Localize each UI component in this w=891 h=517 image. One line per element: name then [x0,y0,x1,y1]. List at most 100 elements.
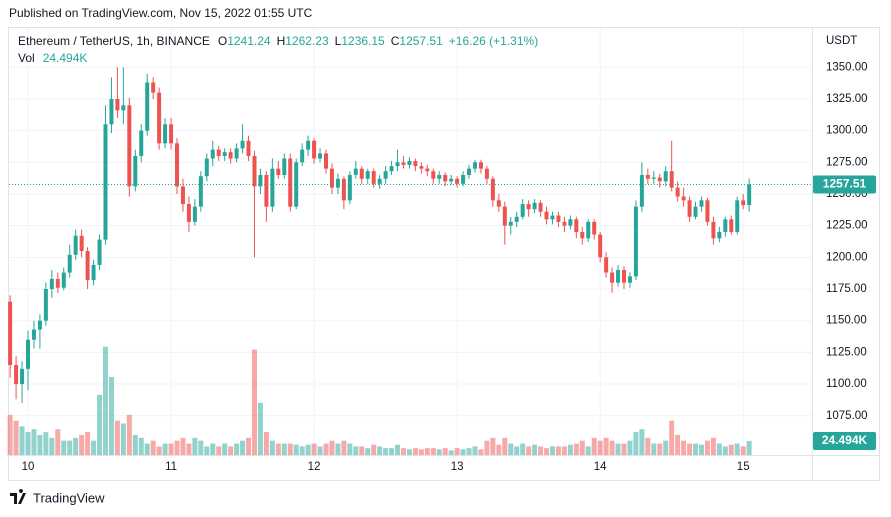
y-tick-label: 1100.00 [826,378,867,390]
volume-bar [687,443,693,455]
volume-bar [353,446,359,455]
volume-bar [722,446,728,455]
volume-bar [67,440,73,455]
volume-bar [561,446,567,455]
volume-bar [460,449,466,455]
volume-bar [716,443,722,455]
symbol-legend: Ethereum / TetherUS, 1h, BINANCE O1241.24… [18,34,538,48]
candle-body [699,200,704,207]
volume-bar [162,443,168,455]
volume-bar [79,434,85,455]
volume-bar [484,440,490,455]
volume-value: 24.494K [43,51,88,65]
candle-body [341,178,346,201]
candle-body [508,221,513,226]
candle-body [473,162,477,169]
candle-body [67,254,72,273]
ohlc-value: 1262.23 [285,34,329,48]
volume-bar [710,437,716,455]
candle-body [359,168,364,179]
candle-body [91,264,96,281]
volume-bar [728,444,734,455]
change-value: +16.26 (+1.31%) [449,34,538,48]
volume-bar [597,440,603,455]
y-tick-label: 1125.00 [826,346,867,358]
volume-bar [216,446,222,455]
candle-body [562,221,567,226]
candle-body [627,276,632,283]
volume-bar [246,437,252,455]
brand-name: TradingView [33,490,105,505]
volume-bar [180,437,186,455]
candle-body [645,174,650,179]
volume-bar [544,448,550,455]
candle-body [657,177,662,182]
volume-bar [240,440,246,455]
volume-bar [293,444,299,455]
volume-bar [538,446,544,455]
volume-bar [269,440,275,455]
volume-bar [442,448,448,455]
ohlc-value: 1257.51 [399,34,443,48]
x-tick-label: 12 [308,461,321,473]
volume-bar [132,434,138,455]
volume-bar [472,446,478,455]
candle-body [437,174,442,179]
candle-body [610,272,615,283]
candle-body [633,206,638,277]
candle-body [419,166,424,169]
candle-body [61,272,66,288]
volume-bar [186,443,192,455]
volume-bar [609,440,615,455]
volume-bar [120,423,126,455]
x-tick-label: 15 [737,461,750,473]
volume-bar [341,440,347,455]
candle-body [538,202,543,212]
y-tick-label: 1225.00 [826,220,868,232]
candle-body [216,149,221,156]
volume-bar [281,443,287,455]
volume-bar [329,440,335,455]
volume-bar [126,414,132,455]
volume-title: Vol [18,51,35,65]
volume-bar [746,440,752,455]
candle-body [639,174,644,207]
volume-bar [150,440,156,455]
candle-body [347,174,352,201]
volume-bar [383,448,389,455]
candle-body [175,143,179,187]
candle-body [556,215,561,222]
volume-bar [73,437,79,455]
candle-body [461,174,466,184]
ohlc-value: 1241.24 [227,34,271,48]
candle-body [574,219,579,232]
candle-body [43,289,48,321]
y-tick-label: 1075.00 [826,410,868,422]
volume-bar [496,444,502,455]
candle-body [717,231,722,239]
candle-body [169,124,174,144]
candle-body [389,166,394,172]
volume-bar [257,402,263,455]
candle-body [276,168,281,175]
candle-body [586,221,591,239]
volume-bar [97,394,103,455]
volume-bar [144,443,150,455]
volume-bar [567,444,573,455]
candles [8,67,752,404]
candle-body [622,270,626,283]
symbol-name: Ethereum / TetherUS, 1h, BINANCE [18,34,210,48]
volume-bar [210,443,216,455]
candle-body [294,162,299,207]
last-price-tag [813,175,876,194]
volume-bar [514,446,520,455]
candle-body [222,152,227,156]
last-price-label: 1257.51 [823,177,867,191]
volume-legend: Vol 24.494K [18,51,87,65]
volume-bar [204,446,210,455]
candle-body [663,171,668,182]
brand-logo [10,489,26,504]
candle-body [151,82,156,93]
volume-bar [454,448,460,455]
